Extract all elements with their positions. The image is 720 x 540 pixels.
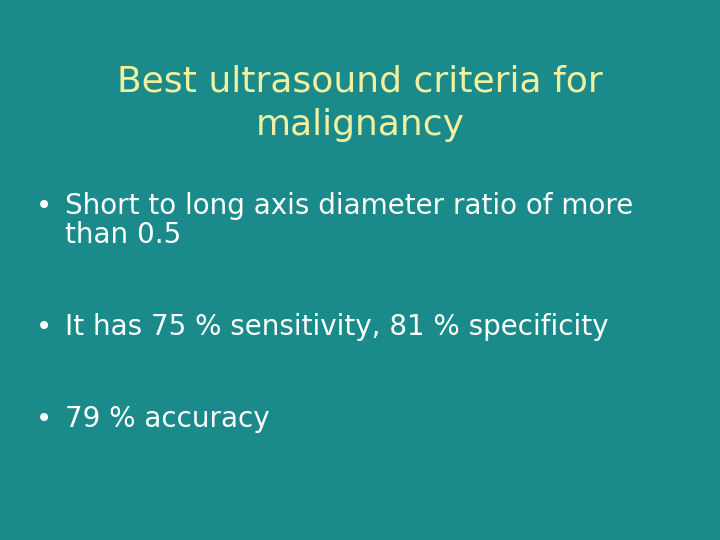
- Text: Short to long axis diameter ratio of more: Short to long axis diameter ratio of mor…: [65, 192, 633, 220]
- Text: than 0.5: than 0.5: [65, 221, 181, 249]
- Text: malignancy: malignancy: [256, 108, 464, 142]
- Text: It has 75 % sensitivity, 81 % specificity: It has 75 % sensitivity, 81 % specificit…: [65, 313, 608, 341]
- Text: 79 % accuracy: 79 % accuracy: [65, 405, 269, 433]
- Text: •: •: [36, 405, 53, 433]
- Text: •: •: [36, 192, 53, 220]
- Text: •: •: [36, 313, 53, 341]
- Text: Best ultrasound criteria for: Best ultrasound criteria for: [117, 65, 603, 99]
